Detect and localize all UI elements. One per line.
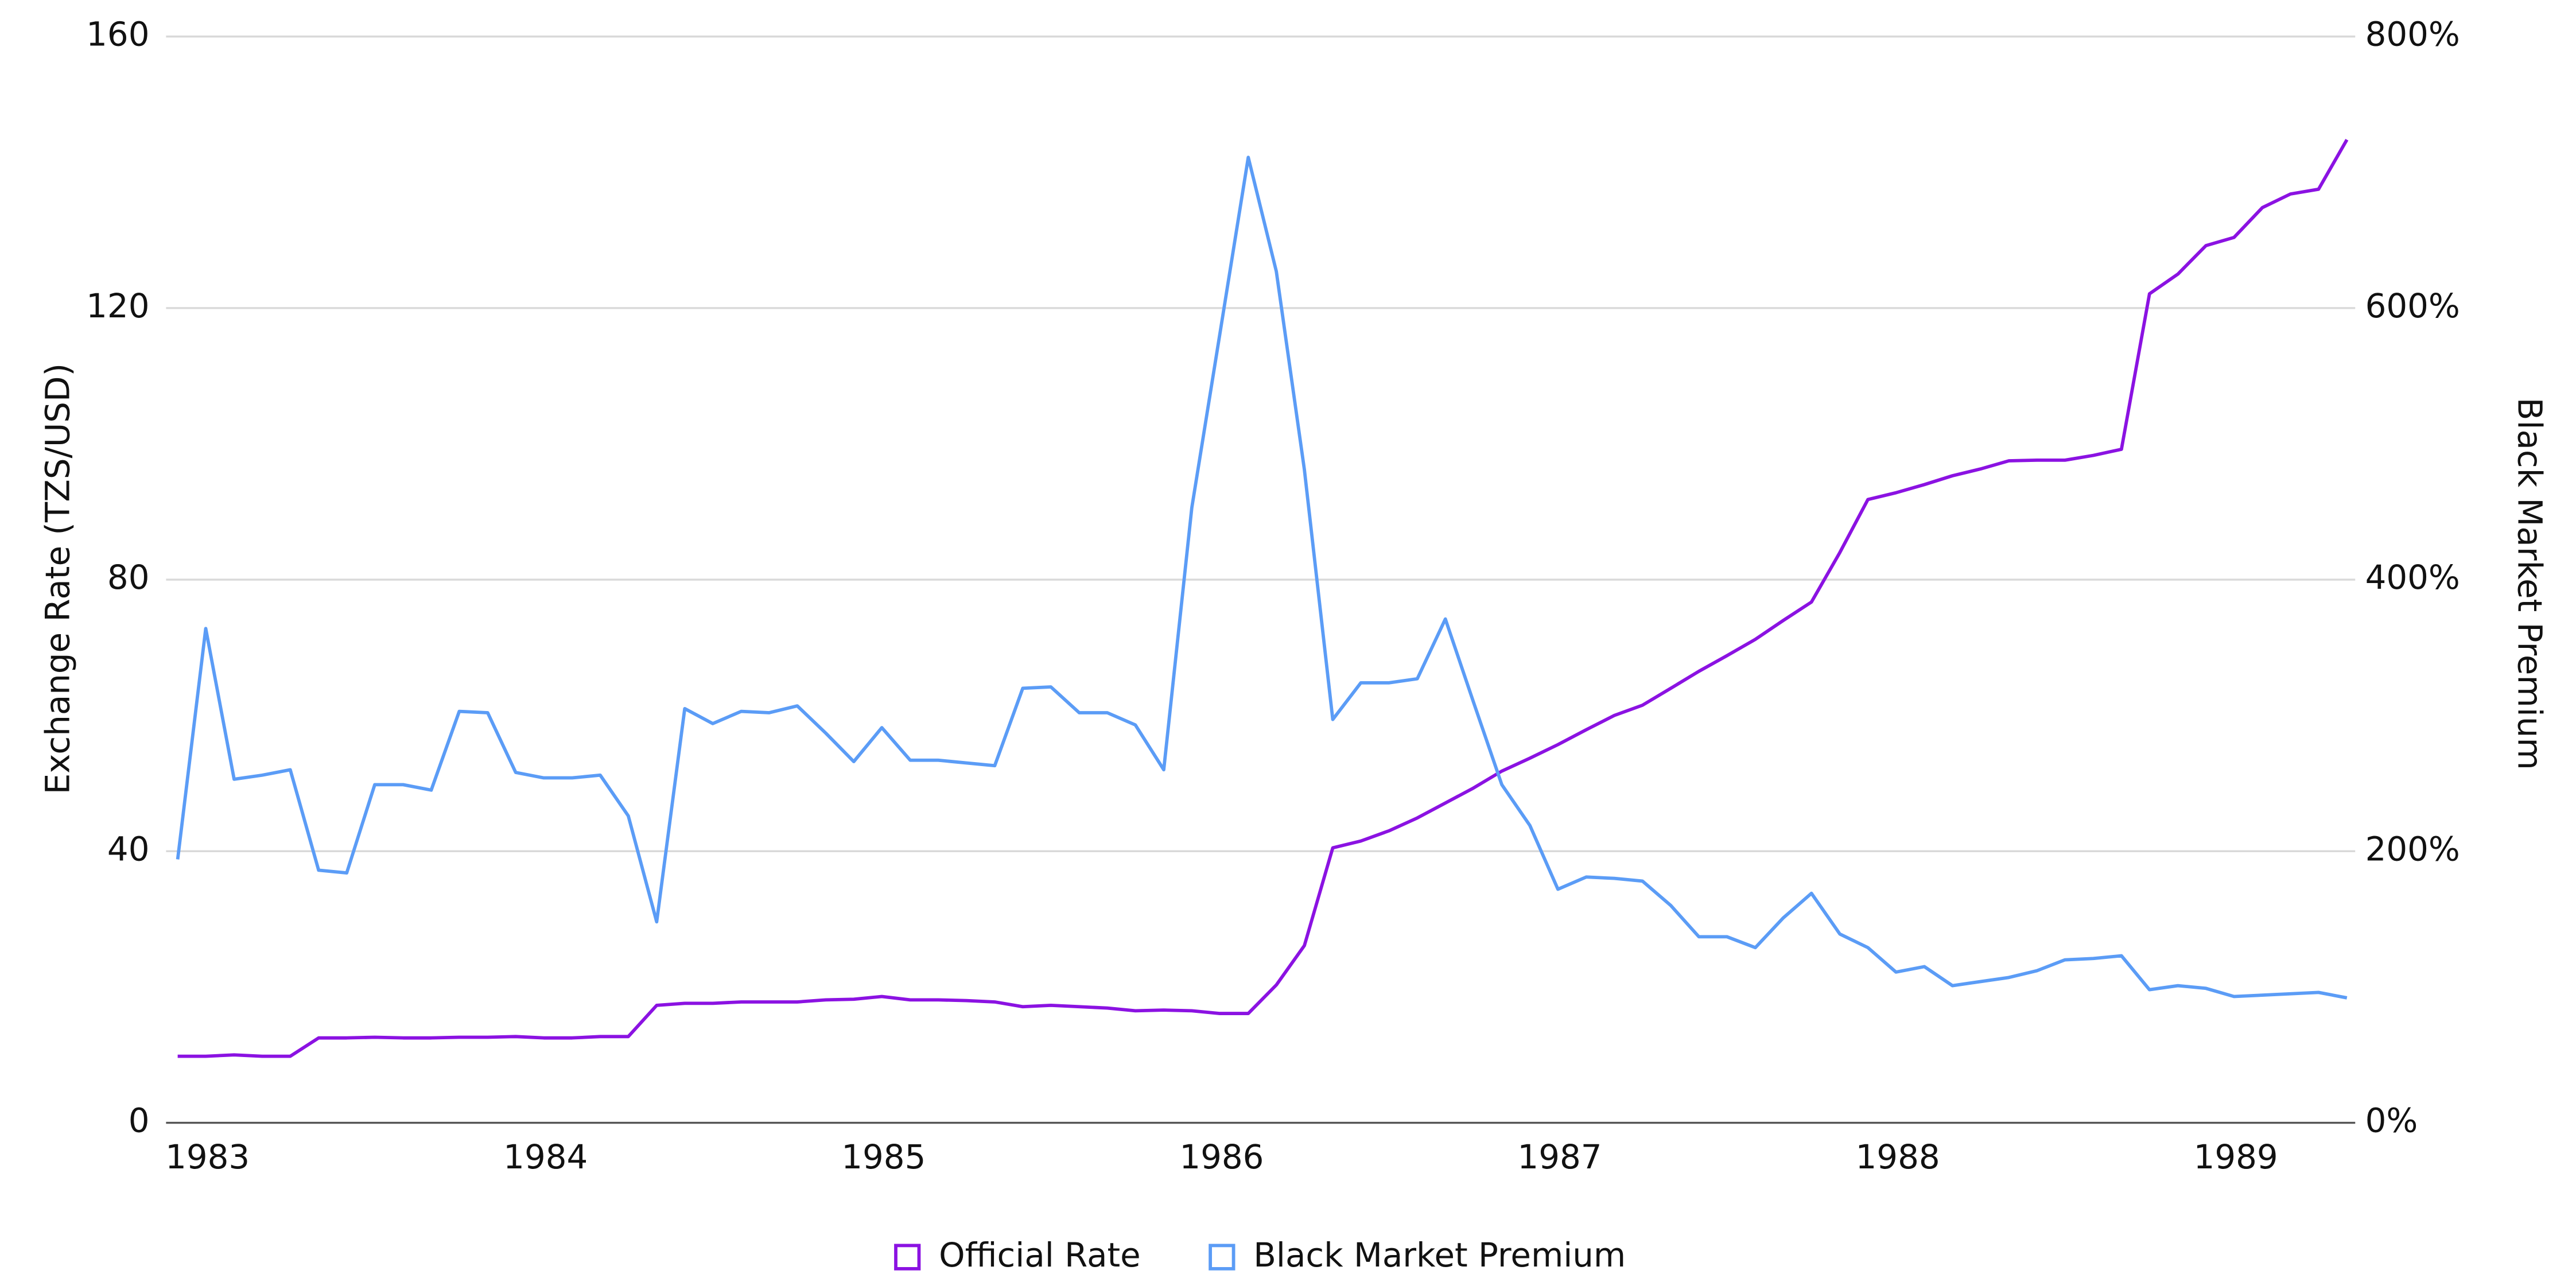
x-tick-label: 1984 <box>503 1137 588 1176</box>
y-tick-label: 160 <box>86 15 149 54</box>
y-tick-label: 120 <box>86 286 149 325</box>
legend-swatch <box>1209 1244 1235 1271</box>
x-tick-label: 1988 <box>1856 1137 1940 1176</box>
y-axis-label: Exchange Rate (TZS/USD) <box>38 363 77 794</box>
series-line <box>177 138 2349 1058</box>
y2-tick-label: 400% <box>2365 558 2460 597</box>
y2-tick-label: 200% <box>2365 829 2460 868</box>
y-tick-label: 80 <box>107 558 150 597</box>
y2-axis-label: Black Market Premium <box>2511 398 2550 770</box>
x-tick-label: 1985 <box>841 1137 926 1176</box>
y2-tick-label: 0% <box>2365 1101 2418 1140</box>
x-tick-label: 1983 <box>165 1137 250 1176</box>
x-tick-label: 1989 <box>2194 1137 2278 1176</box>
y-tick-label: 0 <box>129 1101 150 1140</box>
y2-tick-label: 800% <box>2365 15 2460 54</box>
y2-tick-label: 600% <box>2365 286 2460 325</box>
legend-label: Official Rate <box>939 1236 1141 1275</box>
y-tick-label: 40 <box>107 829 150 868</box>
legend-label: Black Market Premium <box>1253 1236 1626 1275</box>
x-tick-label: 1986 <box>1179 1137 1264 1176</box>
x-tick-label: 1987 <box>1517 1137 1602 1176</box>
legend-swatch <box>894 1244 921 1271</box>
series-line <box>176 156 2348 1000</box>
